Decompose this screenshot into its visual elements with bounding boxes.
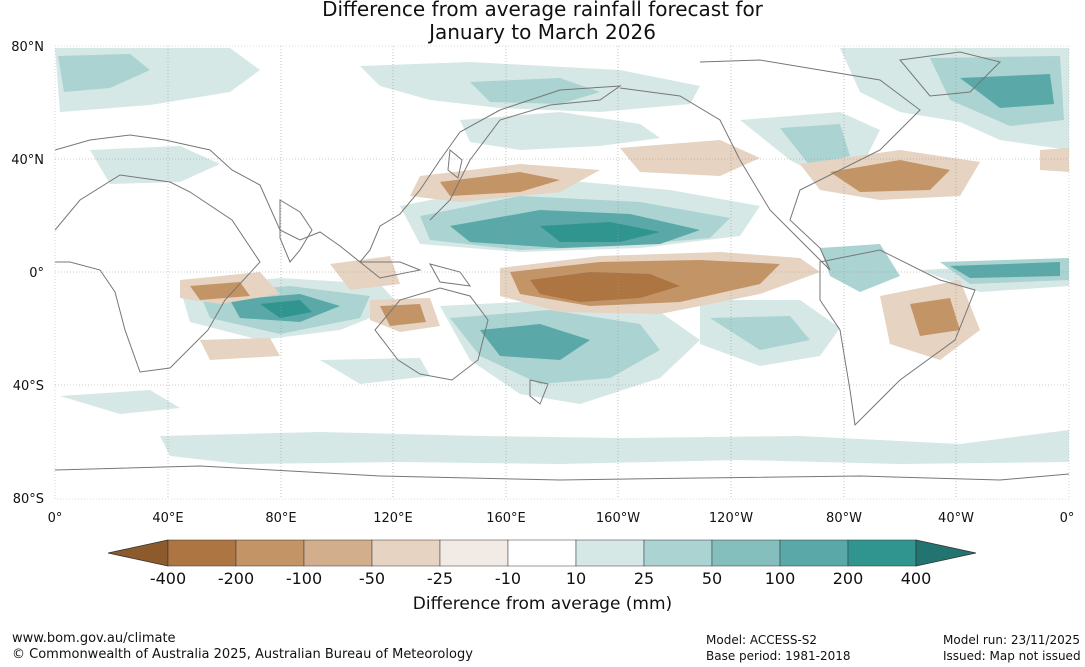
anomaly-dry-strong	[530, 272, 680, 302]
colorbar-segment	[575, 539, 645, 567]
anomaly-wet-heavy	[260, 222, 660, 318]
india-outline	[279, 199, 313, 263]
lon-label: 80°E	[265, 511, 296, 526]
colorbar-tick-label: -200	[218, 569, 254, 588]
colorbar-segment	[507, 539, 577, 567]
colorbar-tick-label: 50	[702, 569, 722, 588]
lon-label: 0°	[48, 511, 63, 526]
colorbar-arrow-low	[107, 539, 169, 567]
colorbar-segment	[643, 539, 713, 567]
colorbar-tick-label: 200	[833, 569, 864, 588]
lon-label: 40°E	[152, 511, 183, 526]
colorbar-segment	[779, 539, 849, 567]
north-america-outline	[619, 59, 921, 271]
colorbar-segment	[371, 539, 441, 567]
lon-axis: 0° 40°E 80°E 120°E 160°E 160°W 120°W 80°…	[48, 511, 1075, 526]
colorbar: -400 -200 -100 -50 -25 -10 10 25 50 100 200 400	[107, 539, 977, 588]
base-period: Base period: 1981-2018	[706, 649, 851, 663]
lon-label: 160°E	[486, 511, 526, 526]
lon-label: 80°W	[826, 511, 862, 526]
colorbar-tick-label: 100	[765, 569, 796, 588]
colorbar-tick-label: 10	[566, 569, 586, 588]
model-run-date: Model run: 23/11/2025	[943, 633, 1081, 647]
lon-label: 120°W	[709, 511, 753, 526]
map-title-line2: January to March 2026	[429, 20, 656, 44]
colorbar-segment	[439, 539, 509, 567]
lon-label: 0°	[1060, 511, 1075, 526]
issued-status: Issued: Map not issued	[943, 649, 1081, 663]
colorbar-tick-label: -10	[495, 569, 521, 588]
map-title-line1: Difference from average rainfall forecas…	[322, 0, 763, 21]
lat-label: 40°S	[13, 379, 44, 394]
website-link[interactable]: www.bom.gov.au/climate	[12, 631, 176, 646]
colorbar-tick-label: -25	[427, 569, 453, 588]
lat-label: 80°S	[13, 492, 44, 507]
colorbar-tick-label: 400	[901, 569, 932, 588]
greenland-outline	[899, 51, 1001, 97]
colorbar-tick-label: 25	[634, 569, 654, 588]
eurasia-outline	[55, 85, 622, 263]
colorbar-arrow-high	[915, 539, 977, 567]
lon-label: 160°W	[596, 511, 640, 526]
lat-label: 0°	[29, 266, 44, 281]
colorbar-label: Difference from average (mm)	[412, 594, 673, 614]
graticule	[55, 46, 1069, 499]
colorbar-segment	[167, 539, 237, 567]
south-america-outline	[819, 249, 976, 427]
colorbar-tick-label: -100	[286, 569, 322, 588]
indonesia-outline	[358, 261, 472, 287]
map-frame	[54, 45, 1070, 500]
map-panel	[55, 46, 1069, 499]
lat-axis: 80°N 40°N 0° 40°S 80°S	[11, 40, 44, 507]
continent-outlines	[55, 51, 1069, 481]
lon-label: 40°W	[938, 511, 974, 526]
japan-outline	[447, 149, 463, 179]
lat-label: 80°N	[11, 40, 44, 55]
colorbar-segment	[711, 539, 781, 567]
colorbar-tick-label: -400	[150, 569, 186, 588]
new-zealand-outline	[529, 379, 549, 405]
copyright-notice: © Commonwealth of Australia 2025, Austra…	[12, 647, 473, 662]
model-name: Model: ACCESS-S2	[706, 633, 818, 647]
lat-label: 40°N	[11, 153, 44, 168]
colorbar-segment	[235, 539, 305, 567]
colorbar-segment	[847, 539, 917, 567]
colorbar-segment	[303, 539, 373, 567]
africa-outline	[55, 174, 261, 373]
colorbar-tick-label: -50	[359, 569, 385, 588]
australia-outline	[374, 287, 489, 381]
antarctica-outline	[55, 465, 1069, 481]
lon-label: 120°E	[373, 511, 413, 526]
